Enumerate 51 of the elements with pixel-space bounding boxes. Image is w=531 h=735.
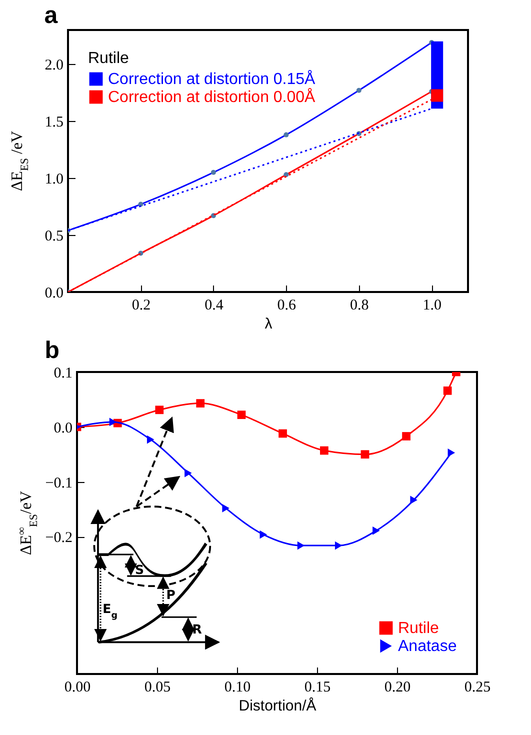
y-tick-label: 1.0 [44,172,64,188]
y-tick-label: 1.5 [44,114,64,131]
y-tick-label: 0.0 [54,420,72,436]
point [155,406,164,414]
annotation: P [166,586,176,602]
y-tick-label: −0.1 [45,475,72,492]
legend-label: Anatase [398,638,457,655]
x-tick-label: 0.20 [384,680,411,696]
point [443,386,452,395]
point [109,418,117,426]
point [402,432,410,440]
point [372,526,380,535]
x-tick-label: 0.4 [204,298,224,314]
x-tick-label: 0.2 [132,298,151,314]
point [260,530,268,539]
point [237,410,246,420]
point [410,496,418,504]
x-tick-label: 0.15 [304,680,331,696]
point [360,450,370,459]
x-tick-label: 0.8 [350,298,369,314]
x-tick-label: 0.25 [464,680,491,696]
point [334,541,342,550]
y-tick-label: −0.2 [45,530,72,546]
x-tick-label: 1.0 [422,298,442,314]
legend-label: Correction at distortion 0.15Å [108,70,316,88]
point [448,448,456,457]
y-tick-label: 0.5 [44,228,64,245]
x-axis-title: Distortion/Å [238,696,316,714]
y-tick-label: 0.1 [54,366,72,382]
point [146,435,154,444]
legend-title: Rutile [88,50,130,67]
point [278,429,287,438]
legend-label: Rutile [398,620,440,637]
point [320,446,328,455]
y-tick-label: 2.0 [44,58,64,74]
x-axis-title: λ [264,316,273,332]
legend-label: Correction at distortion 0.00Å [108,88,316,106]
annotation: S [134,562,144,577]
x-tick-label: 0.05 [144,680,171,696]
point [196,399,205,408]
x-tick-label: 0.6 [277,298,297,314]
x-tick-label: 0.10 [224,680,251,696]
x-tick-label: 0.00 [64,680,91,696]
point [297,541,305,550]
chart-title: b [44,337,60,364]
y-tick-label: 0.0 [44,286,64,302]
point [184,468,192,478]
point [222,504,230,512]
chart-title: a [44,2,58,29]
annotation: R [192,621,202,636]
annotation: E$_{g}$ [102,601,118,622]
